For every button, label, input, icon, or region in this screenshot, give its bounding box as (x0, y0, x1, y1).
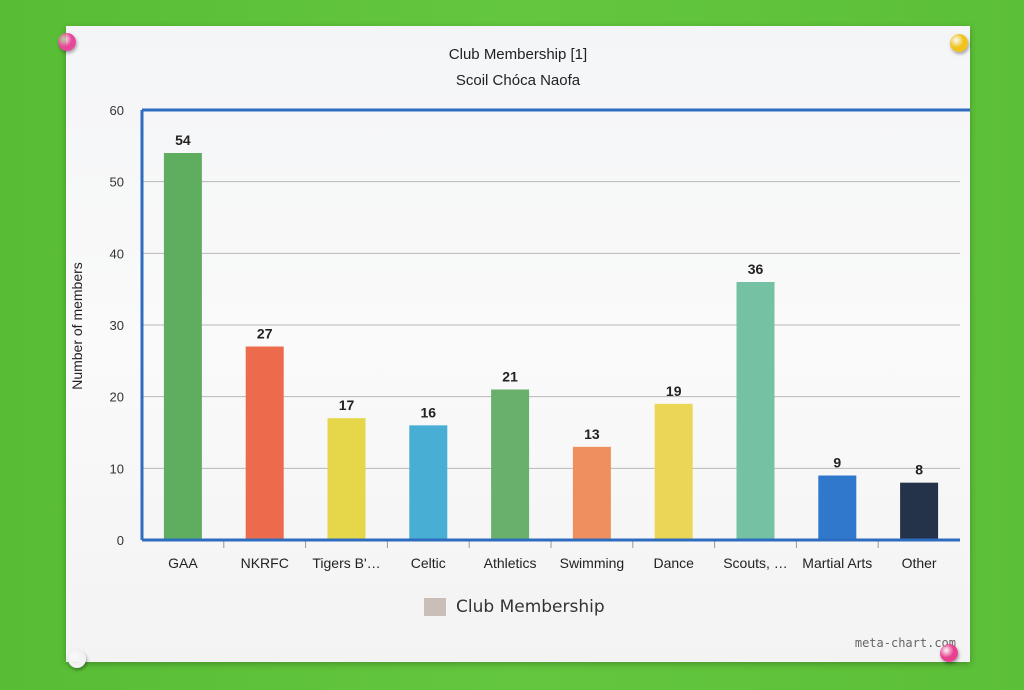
pin-top-right (950, 34, 968, 52)
bars (163, 153, 939, 540)
value-label: 54 (175, 132, 191, 148)
bar (818, 475, 857, 540)
value-label: 27 (257, 326, 273, 342)
legend-swatch (424, 598, 446, 616)
pin-bottom-right (940, 644, 958, 662)
bar (900, 482, 939, 540)
bar (409, 425, 448, 540)
y-tick-label: 10 (110, 461, 124, 476)
pin-bottom-left (68, 650, 86, 668)
value-label: 13 (584, 426, 600, 442)
category-label: Martial Arts (802, 555, 872, 571)
y-tick-label: 0 (117, 533, 124, 548)
bar (163, 153, 202, 540)
value-label: 9 (833, 455, 841, 471)
pin-top-left (58, 33, 76, 51)
chart-title: Club Membership [1] (448, 46, 588, 63)
category-label: Other (902, 555, 937, 571)
legend: Club Membership (424, 597, 605, 617)
legend-label: Club Membership (456, 597, 605, 617)
y-axis-label: Number of members (69, 262, 85, 390)
y-tick-labels: 0 10 20 30 40 50 60 (110, 103, 124, 548)
bar-chart: 0 10 20 30 40 50 60 54 27 17 16 21 13 19 36 9 8 GAA NKRF… (69, 103, 970, 571)
category-label: NKRFC (241, 555, 289, 571)
category-label: Dance (653, 555, 694, 571)
bar (736, 282, 775, 540)
category-label: Athletics (484, 555, 537, 571)
value-label: 19 (666, 383, 682, 399)
value-label: 36 (748, 261, 764, 277)
category-label: Scouts, … (723, 555, 788, 571)
y-tick-label: 40 (110, 246, 124, 261)
axes (140, 108, 970, 542)
credit-text: meta-chart.com (854, 636, 956, 650)
category-label: Swimming (560, 555, 625, 571)
category-label: Celtic (411, 555, 446, 571)
chart-subtitle: Scoil Chóca Naofa (455, 72, 581, 89)
value-label: 17 (339, 397, 355, 413)
value-label: 16 (421, 404, 437, 420)
y-tick-label: 30 (110, 318, 124, 333)
bar (245, 346, 284, 540)
value-label: 21 (502, 369, 518, 385)
bar (572, 446, 611, 540)
category-label: Tigers B'… (312, 555, 380, 571)
bar (491, 389, 530, 540)
y-tick-label: 20 (110, 390, 124, 405)
y-tick-label: 60 (110, 103, 124, 118)
bar (327, 418, 366, 540)
bar (654, 403, 693, 540)
y-tick-label: 50 (110, 175, 124, 190)
value-labels: 54 27 17 16 21 13 19 36 9 8 (175, 132, 923, 478)
category-labels: GAA NKRFC Tigers B'… Celtic Athletics Swimmin… (168, 555, 937, 571)
category-label: GAA (168, 555, 198, 571)
chart-poster: Club Membership [1] Scoil Chóca Naofa 0 1… (66, 26, 970, 662)
value-label: 8 (915, 462, 923, 478)
